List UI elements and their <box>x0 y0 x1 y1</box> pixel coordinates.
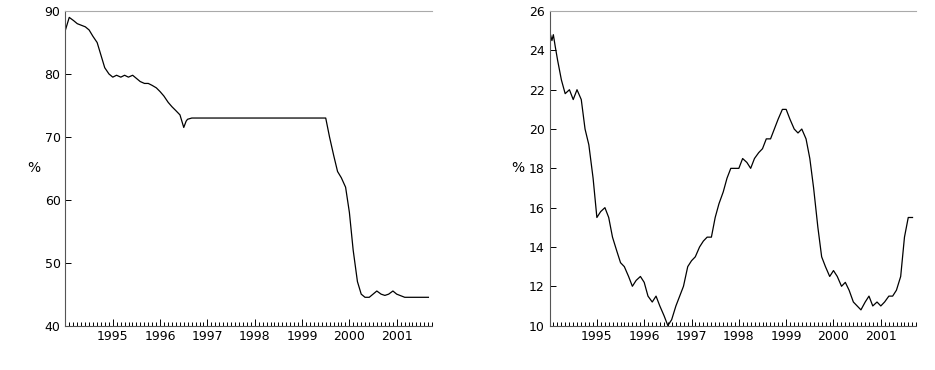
Y-axis label: %: % <box>27 161 40 175</box>
Y-axis label: %: % <box>511 161 525 175</box>
